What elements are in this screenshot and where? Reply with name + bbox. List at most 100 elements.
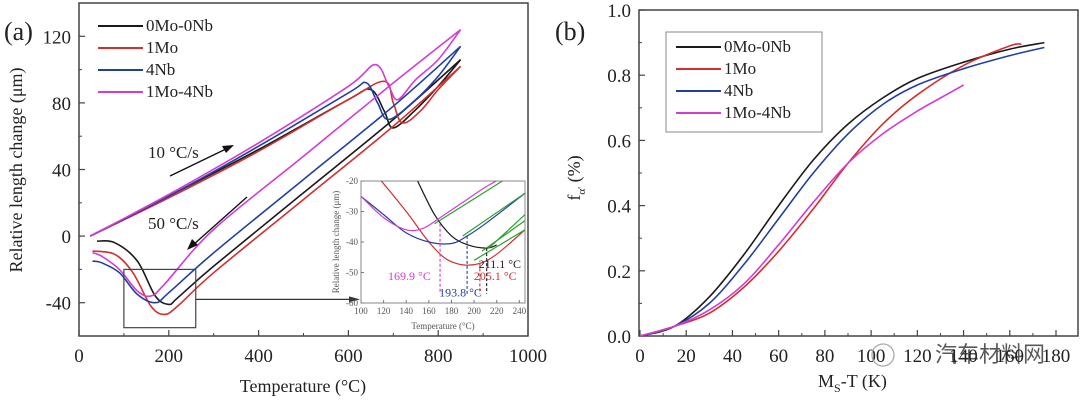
panel-b-legend-label-4nb: 4Nb — [724, 81, 753, 100]
panel-a-y-ticks: -40 0 40 80 120 — [43, 2, 85, 315]
panel-b-x-label: MS-T (K) — [818, 371, 887, 395]
inset-x-tick-label: 180 — [445, 306, 459, 316]
panel-b-y-label: fα' (%) — [564, 155, 588, 200]
inset-series — [361, 181, 525, 266]
panel-b-series-1mo-4nb — [639, 84, 964, 337]
inset-linear-fit-line — [462, 192, 525, 237]
panel-b-x-tick-label: 0 — [635, 346, 645, 367]
panel-b-x-tick-label: 180 — [1042, 346, 1071, 367]
inset-callout-label: 205.1 °C — [474, 269, 517, 283]
inset-x-tick-label: 240 — [513, 306, 527, 316]
panel-b-x-tick-label: 80 — [815, 346, 834, 367]
inset-y-tick-label: -50 — [346, 268, 358, 278]
inset-linear-fit-line — [481, 220, 525, 252]
inset-ticks: 100 120 140 160 180 200 220 240 -60 -50 -40 -30 -20 — [346, 176, 527, 316]
inset-series-1mo-4nb — [361, 181, 498, 232]
inset-callout-label: 169.9 °C — [388, 269, 431, 283]
panel-b-y-tick-label: 0.0 — [607, 327, 631, 348]
heating-arrow — [169, 147, 229, 177]
panel-b-x-ticks: 0 20 40 60 80 100 120 140 160 180 — [635, 330, 1070, 367]
watermark-text: 汽车材料网 — [935, 343, 1045, 368]
series-4nb-heating — [89, 45, 462, 237]
panel-a-x-tick-label: 0 — [74, 346, 84, 367]
inset-x-tick-label: 200 — [467, 306, 481, 316]
inset-series-1mo — [380, 181, 525, 266]
zoom-pointer-arrowhead-icon — [349, 296, 360, 303]
inset-y-label: Relative length change (μm) — [331, 191, 341, 294]
series-1mo-4nb-cooling — [92, 28, 462, 298]
panel-a-legend: 0Mo-0Nb 1Mo 4Nb 1Mo-4Nb — [98, 16, 213, 101]
cooling-arrow — [192, 196, 248, 246]
series-1mo-4nb-heating — [89, 29, 462, 237]
panel-b-legend-label-1mo: 1Mo — [724, 59, 756, 78]
panel-a-y-tick-label: 40 — [52, 161, 71, 182]
panel-b-x-tick-label: 120 — [903, 346, 932, 367]
panel-a-inset: 100 120 140 160 180 200 220 240-60-50-40-30-20 … — [331, 176, 527, 331]
panel-b-x-tick-label: 160 — [996, 346, 1025, 367]
inset-x-label: Temperature (°C) — [411, 321, 474, 331]
panel-a-series — [89, 28, 462, 316]
panel-b-series — [639, 41, 1045, 337]
panel-a-x-tick-label: 200 — [155, 346, 184, 367]
inset-linear-fit-line — [488, 214, 525, 249]
panel-b-x-tick-label: 140 — [949, 346, 978, 367]
inset-series-clip — [361, 181, 525, 266]
panel-a-x-ticks: 0 200 400 600 800 1000 — [74, 330, 547, 367]
panel-b-legend-label-0mo-0nb: 0Mo-0Nb — [724, 37, 791, 56]
panel-b-legend-frame — [665, 31, 823, 133]
inset-y-tick-label: -40 — [346, 237, 358, 247]
panel-a-y-tick-label: 120 — [43, 27, 72, 48]
panel-b-y-tick-label: 0.4 — [607, 197, 631, 218]
panel-a: (a) 0 200 400 600 800 1000 -40 0 40 80 120 Temper… — [4, 2, 547, 397]
panel-a-legend-label-0mo-0nb: 0Mo-0Nb — [146, 16, 213, 35]
panel-a-x-tick-label: 1000 — [509, 346, 547, 367]
panel-b-y-tick-label: 1.0 — [607, 1, 631, 22]
panel-b-series-1mo — [639, 43, 1022, 337]
panel-a-legend-label-4nb: 4Nb — [146, 60, 175, 79]
inset-series-4nb — [361, 192, 525, 245]
panel-a-x-label: Temperature (°C) — [240, 376, 366, 397]
panel-b-x-tick-label: 20 — [677, 346, 696, 367]
panel-a-x-tick-label: 800 — [424, 346, 453, 367]
series-1mo-cooling — [92, 65, 462, 316]
panel-a-x-tick-label: 400 — [244, 346, 273, 367]
panel-a-y-tick-label: 0 — [62, 227, 72, 248]
panel-b-legend: 0Mo-0Nb 1Mo 4Nb 1Mo-4Nb — [665, 31, 823, 133]
panel-b-label: (b) — [555, 17, 585, 46]
panel-b-x-tick-label: 40 — [723, 346, 742, 367]
inset-x-tick-label: 220 — [490, 306, 504, 316]
panel-b-legend-label-1mo-4nb: 1Mo-4Nb — [724, 103, 791, 122]
panel-b-series-0mo-0nb — [639, 41, 1045, 337]
heating-arrow-head-icon — [222, 145, 234, 153]
panel-a-label: (a) — [4, 17, 33, 46]
cooling-arrow-head-icon — [187, 239, 198, 250]
zoom-region-box — [123, 268, 197, 329]
series-4nb-cooling — [92, 45, 462, 304]
series-1mo-heating — [89, 65, 462, 237]
panel-b-y-ticks: 0.0 0.2 0.4 0.6 0.8 1.0 — [607, 1, 645, 348]
inset-series-0mo-0nb — [417, 181, 497, 249]
inset-x-tick-label: 100 — [354, 306, 368, 316]
inset-y-tick-label: -30 — [346, 207, 358, 217]
panel-b-y-tick-label: 0.8 — [607, 66, 631, 87]
panel-b-y-tick-label: 0.6 — [607, 131, 631, 152]
inset-y-tick-label: -20 — [346, 176, 358, 186]
panel-b-x-tick-label: 60 — [769, 346, 788, 367]
panel-a-legend-label-1mo: 1Mo — [146, 38, 178, 57]
panel-b-y-tick-label: 0.2 — [607, 262, 631, 283]
inset-x-tick-label: 140 — [399, 306, 413, 316]
inset-x-tick-label: 160 — [422, 306, 436, 316]
panel-a-y-label: Relative length change (μm) — [6, 67, 27, 272]
inset-frame — [360, 180, 526, 304]
panel-b-x-tick-label: 100 — [857, 346, 886, 367]
inset-callout-label: 211.1 °C — [479, 257, 521, 271]
inset-callout-label: 193.8 °C — [439, 285, 482, 299]
panel-b-series-4nb — [639, 46, 1045, 337]
annotation-heating-rate: 10 °C/s — [148, 143, 199, 162]
inset-x-tick-label: 120 — [377, 306, 391, 316]
panel-a-x-tick-label: 600 — [334, 346, 363, 367]
panel-a-legend-label-1mo-4nb: 1Mo-4Nb — [146, 82, 213, 101]
inset-y-tick-label: -60 — [346, 298, 358, 308]
